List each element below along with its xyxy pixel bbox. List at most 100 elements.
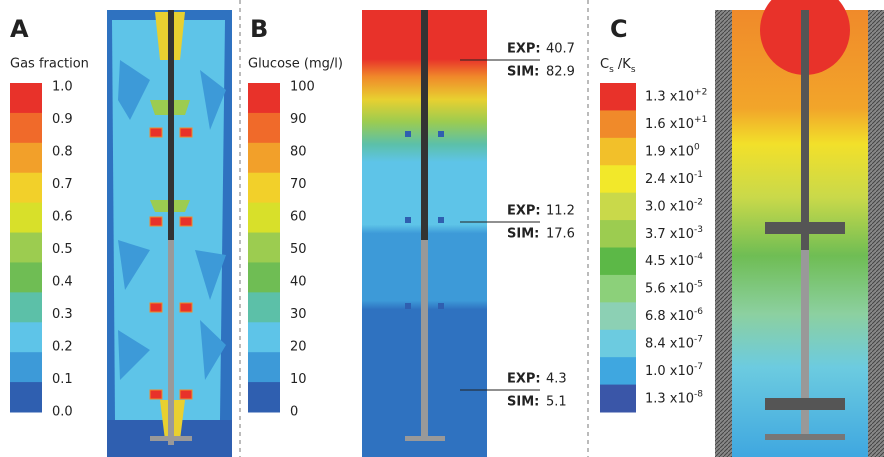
colorbar-tick-label: 0.3 [52, 307, 73, 322]
colorbar-tick-label: 0.0 [52, 405, 73, 420]
colorbar-segment [10, 232, 42, 263]
colorbar-segment [10, 322, 42, 353]
tick-base: 1.6 x10 [645, 117, 694, 132]
colorbar-tick-label: 10 [290, 372, 307, 387]
colorbar-tick-label: 1.6 x10+1 [645, 115, 707, 132]
colorbar-tick-label: 1.3 x10-8 [645, 389, 703, 406]
colorbar-segment [248, 142, 280, 174]
colorbar-tick-label: 0.8 [52, 145, 73, 160]
tick-exponent: -7 [694, 361, 703, 371]
sim-label: SIM: [507, 65, 539, 80]
colorbar-tick-label: 5.6 x10-5 [645, 279, 703, 296]
legend-title-part: C [600, 57, 609, 72]
tick-base: 4.5 x10 [645, 254, 694, 269]
colorbar-tick-label: 40 [290, 275, 307, 290]
tick-exponent: -5 [694, 279, 703, 289]
colorbar-tick-label: 50 [290, 242, 307, 257]
colorbar-segment [10, 83, 42, 114]
sim-value: 5.1 [546, 395, 567, 410]
colorbar-segment [248, 83, 280, 114]
tick-exponent: +2 [694, 87, 707, 97]
colorbar-segment [10, 112, 42, 144]
tick-base: 1.9 x10 [645, 144, 694, 159]
tick-exponent: -6 [694, 307, 703, 317]
colorbar-segment [248, 382, 280, 413]
colorbar-segment [248, 202, 280, 234]
legend-title: Cs /Ks [600, 57, 636, 75]
exp-value: 11.2 [546, 204, 575, 219]
colorbar-segment [600, 384, 636, 413]
colorbar-segment [248, 232, 280, 263]
colorbar-segment [248, 112, 280, 144]
panel-letter: A [10, 15, 29, 43]
colorbar-segment [10, 382, 42, 413]
tick-exponent: -4 [694, 252, 703, 262]
colorbar-segment [10, 262, 42, 293]
colorbar-tick-label: 100 [290, 80, 315, 95]
colorbar-segment [600, 220, 636, 248]
colorbar-segment [600, 165, 636, 194]
exp-label: EXP: [507, 204, 541, 219]
colorbar-tick-label: 6.8 x10-6 [645, 307, 703, 324]
colorbar-tick-label: 60 [290, 210, 307, 225]
colorbar-segment [248, 322, 280, 353]
colorbar-tick-label: 0.7 [52, 177, 73, 192]
colorbar-segment [10, 202, 42, 234]
colorbar-segment [600, 247, 636, 276]
exp-value: 40.7 [546, 42, 575, 57]
tick-exponent: -2 [694, 197, 703, 207]
colorbar-tick-label: 20 [290, 340, 307, 355]
sim-label: SIM: [507, 227, 539, 242]
colorbar-tick-label: 30 [290, 307, 307, 322]
colorbar-tick-label: 3.0 x10-2 [645, 197, 703, 214]
colorbar-tick-label: 3.7 x10-3 [645, 224, 703, 241]
colorbar-segment [600, 110, 636, 139]
colorbar-tick-label: 80 [290, 145, 307, 160]
panel-letter: B [250, 15, 268, 43]
tick-base: 1.0 x10 [645, 363, 694, 378]
colorbar-segment [248, 172, 280, 204]
tick-exponent: -7 [694, 334, 703, 344]
colorbar-tick-label: 1.0 x10-7 [645, 361, 703, 378]
contour-image-a [107, 10, 232, 457]
colorbar-tick-label: 0.5 [52, 242, 73, 257]
colorbar-tick-label: 1.0 [52, 80, 73, 95]
tick-base: 5.6 x10 [645, 281, 694, 296]
tick-base: 2.4 x10 [645, 171, 694, 186]
colorbar-segment [600, 83, 636, 111]
tick-exponent: 0 [694, 142, 700, 152]
colorbar-tick-label: 1.9 x100 [645, 142, 700, 159]
tick-exponent: +1 [694, 115, 707, 125]
colorbar-segment [600, 302, 636, 331]
colorbar-tick-label: 0.9 [52, 112, 73, 127]
legend-title-part: /K [614, 57, 632, 72]
tick-exponent: -8 [694, 389, 703, 399]
colorbar-tick-label: 70 [290, 177, 307, 192]
exp-value: 4.3 [546, 372, 567, 387]
legend-title-part: s [631, 65, 636, 75]
exp-label: EXP: [507, 372, 541, 387]
legend-title-part: s [609, 65, 614, 75]
colorbar-segment [600, 192, 636, 221]
colorbar-tick-label: 0.2 [52, 340, 73, 355]
tick-base: 3.0 x10 [645, 199, 694, 214]
colorbar-tick-label: 0.1 [52, 372, 73, 387]
colorbar-segment [248, 292, 280, 323]
sim-value: 17.6 [546, 227, 575, 242]
colorbar-segment [248, 352, 280, 383]
contour-image-b [362, 10, 487, 457]
colorbar-segment [10, 292, 42, 323]
tick-base: 1.3 x10 [645, 89, 694, 104]
colorbar-segment [600, 137, 636, 166]
colorbar-tick-label: 0 [290, 405, 298, 420]
colorbar-tick-label: 8.4 x10-7 [645, 334, 703, 351]
panel-letter: C [610, 15, 628, 43]
colorbar-segment [600, 357, 636, 386]
colorbar-tick-label: 90 [290, 112, 307, 127]
contour-image-c [715, 0, 884, 457]
colorbar-segment [10, 172, 42, 204]
tick-base: 8.4 x10 [645, 336, 694, 351]
colorbar-tick-label: 2.4 x10-1 [645, 169, 703, 186]
legend-title: Gas fraction [10, 57, 89, 72]
